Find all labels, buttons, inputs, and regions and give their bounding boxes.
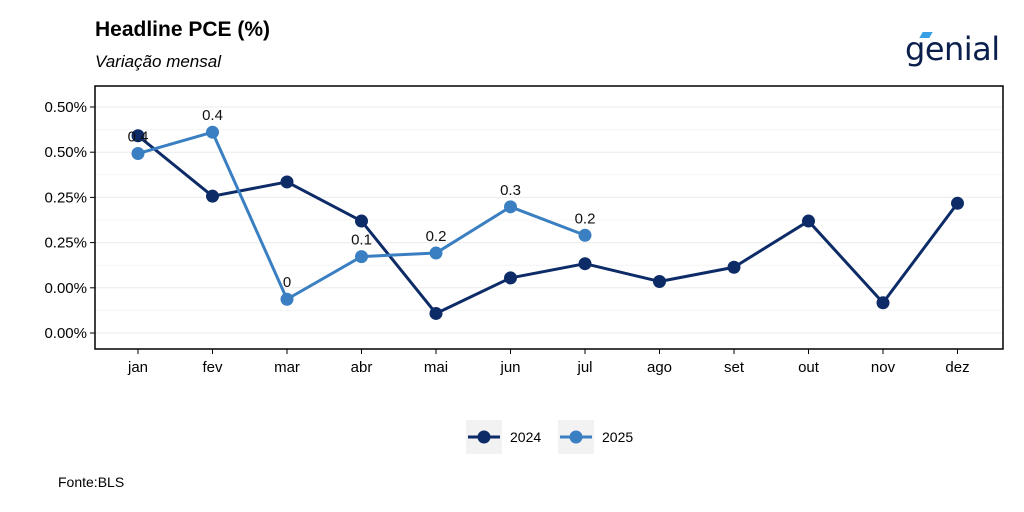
- data-point-2025: [355, 250, 368, 264]
- x-tick-label: set: [724, 359, 745, 376]
- y-tick-label: 0.00%: [44, 280, 87, 297]
- y-tick-label: 0.50%: [44, 144, 87, 161]
- data-point-2025: [429, 246, 443, 260]
- data-point-2025: [578, 228, 592, 242]
- x-tick-label: nov: [871, 359, 896, 376]
- data-label-2025: 0.4: [202, 107, 223, 124]
- series-line-2024: [137, 134, 959, 315]
- data-label-2025: 0.2: [426, 228, 447, 245]
- data-point-2025: [206, 125, 219, 139]
- legend-label: 2024: [510, 429, 541, 445]
- legend: 2024 2025: [466, 420, 633, 454]
- plot-frame: [94, 85, 1004, 350]
- y-tick-label: 0.00%: [44, 325, 87, 342]
- data-point-2024: [876, 296, 890, 310]
- series-group: 0.4 0.4 0 0.1 0.2 0.3 0.2: [128, 107, 964, 320]
- data-point-2024: [951, 196, 964, 210]
- data-point-2024: [802, 214, 815, 228]
- x-tick-label: jan: [127, 359, 148, 376]
- x-tick-label: abr: [351, 359, 373, 376]
- data-point-2025: [504, 200, 517, 214]
- data-label-2025: 0.2: [575, 210, 596, 227]
- data-label-2025: 0.3: [500, 182, 521, 199]
- legend-key-marker: [477, 430, 491, 444]
- chart-subtitle: Variação mensal: [95, 52, 221, 71]
- line-chart: 0.00% 0.00% 0.25% 0.25% 0.50% 0.50% jan fev mar…: [44, 85, 1004, 454]
- legend-label: 2025: [602, 429, 633, 445]
- x-tick-label: jul: [576, 359, 592, 376]
- x-tick-label: ago: [647, 359, 672, 376]
- x-tick-label: fev: [202, 359, 223, 376]
- data-point-2025: [280, 292, 294, 306]
- data-point-2024: [504, 271, 517, 285]
- chart-title: Headline PCE (%): [95, 18, 271, 41]
- y-tick-label: 0.50%: [44, 99, 87, 116]
- y-tick-label: 0.25%: [44, 235, 87, 252]
- x-axis: jan fev mar abr mai jun jul ago set out nov dez: [127, 349, 970, 376]
- x-tick-label: dez: [945, 359, 969, 376]
- x-tick-label: mar: [274, 359, 300, 376]
- data-point-2024: [727, 260, 741, 274]
- source-note: Fonte:BLS: [58, 474, 125, 490]
- data-point-2024: [653, 274, 666, 288]
- data-point-2024: [280, 175, 294, 189]
- data-point-2024: [578, 257, 592, 271]
- data-point-2024: [206, 189, 219, 203]
- data-label-2025: 0.1: [351, 232, 372, 249]
- data-point-2024: [355, 214, 368, 228]
- data-point-2024: [131, 129, 145, 143]
- data-point-2025: [131, 147, 145, 161]
- data-label-2025: 0.4: [128, 129, 149, 146]
- data-label-2025: 0: [283, 274, 291, 291]
- y-axis: 0.00% 0.00% 0.25% 0.25% 0.50% 0.50%: [44, 99, 95, 342]
- legend-key-marker: [569, 430, 583, 444]
- x-tick-label: out: [798, 359, 820, 376]
- x-tick-label: jun: [499, 359, 520, 376]
- data-point-2024: [429, 306, 443, 320]
- y-tick-label: 0.25%: [44, 189, 87, 206]
- grid-lines: [95, 106, 1003, 334]
- x-tick-label: mai: [424, 359, 448, 376]
